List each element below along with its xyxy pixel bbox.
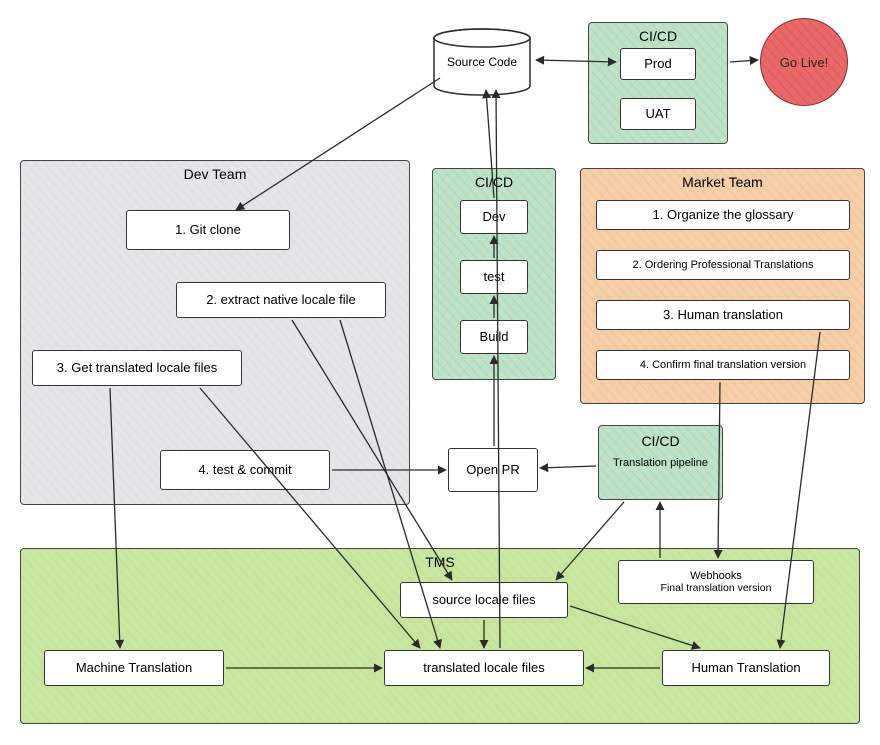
node-label-source_locale: source locale files: [432, 593, 535, 608]
node-extract: 2. extract native locale file: [176, 282, 386, 318]
node-label-git_clone: 1. Git clone: [175, 223, 241, 238]
node-label-m2: 2. Ordering Professional Translations: [633, 259, 814, 272]
node-label-test: test: [484, 270, 505, 285]
node-test_commit: 4. test & commit: [160, 450, 330, 490]
node-prod: Prod: [620, 48, 696, 80]
node-webhooks: WebhooksFinal translation version: [618, 560, 814, 604]
node-label-webhooks: Webhooks: [690, 570, 742, 583]
node-label-extract: 2. extract native locale file: [206, 293, 356, 308]
edge-prod-to-go_live: [730, 60, 758, 62]
node-get_trans: 3. Get translated locale files: [32, 350, 242, 386]
node-label-test_commit: 4. test & commit: [198, 463, 291, 478]
node-go_live: Go Live!: [760, 18, 848, 106]
container-title-dev_team: Dev Team: [155, 166, 275, 182]
node-m4: 4. Confirm final translation version: [596, 350, 850, 380]
node-label-uat: UAT: [645, 107, 670, 122]
node-dev: Dev: [460, 200, 528, 234]
edge-cicd_trans-to-open_pr: [540, 466, 596, 468]
node-build: Build: [460, 320, 528, 354]
node-m3: 3. Human translation: [596, 300, 850, 330]
container-title-tms: TMS: [410, 554, 470, 570]
container-title-cicd_trans: CI/CD: [608, 433, 713, 449]
node-label-source_code: Source Code: [432, 55, 532, 69]
node-open_pr: Open PR: [448, 448, 538, 492]
node-label-get_trans: 3. Get translated locale files: [57, 361, 217, 376]
node-label-m3: 3. Human translation: [663, 308, 783, 323]
container-title-cicd_top: CI/CD: [598, 28, 718, 44]
node-human_trans: Human Translation: [662, 650, 830, 686]
node-label-trans_locale: translated locale files: [423, 661, 544, 676]
node-label-dev: Dev: [482, 210, 505, 225]
diagram-canvas: Dev Team CI/CD CI/CD Market Team TMS Translat…: [0, 0, 880, 745]
node-uat: UAT: [620, 98, 696, 130]
node-label-m4: 4. Confirm final translation version: [640, 359, 806, 372]
node-git_clone: 1. Git clone: [126, 210, 290, 250]
node-source_code: Source Code: [432, 28, 532, 86]
node-label-m1: 1. Organize the glossary: [653, 208, 794, 223]
node-label-prod: Prod: [644, 57, 671, 72]
container-title-cicd_mid: CI/CD: [434, 174, 554, 190]
node-m1: 1. Organize the glossary: [596, 200, 850, 230]
container-sublabel-cicd_trans: Translation pipeline: [604, 457, 717, 469]
node-source_locale: source locale files: [400, 582, 568, 618]
node-label-build: Build: [480, 330, 509, 345]
node-test: test: [460, 260, 528, 294]
node-label-machine_trans: Machine Translation: [76, 661, 192, 676]
node-machine_trans: Machine Translation: [44, 650, 224, 686]
node-trans_locale: translated locale files: [384, 650, 584, 686]
node-sublabel-webhooks: Final translation version: [661, 582, 772, 594]
node-label-open_pr: Open PR: [466, 463, 519, 478]
node-m2: 2. Ordering Professional Translations: [596, 250, 850, 280]
node-label-human_trans: Human Translation: [691, 661, 800, 676]
container-title-market_team: Market Team: [663, 174, 783, 190]
